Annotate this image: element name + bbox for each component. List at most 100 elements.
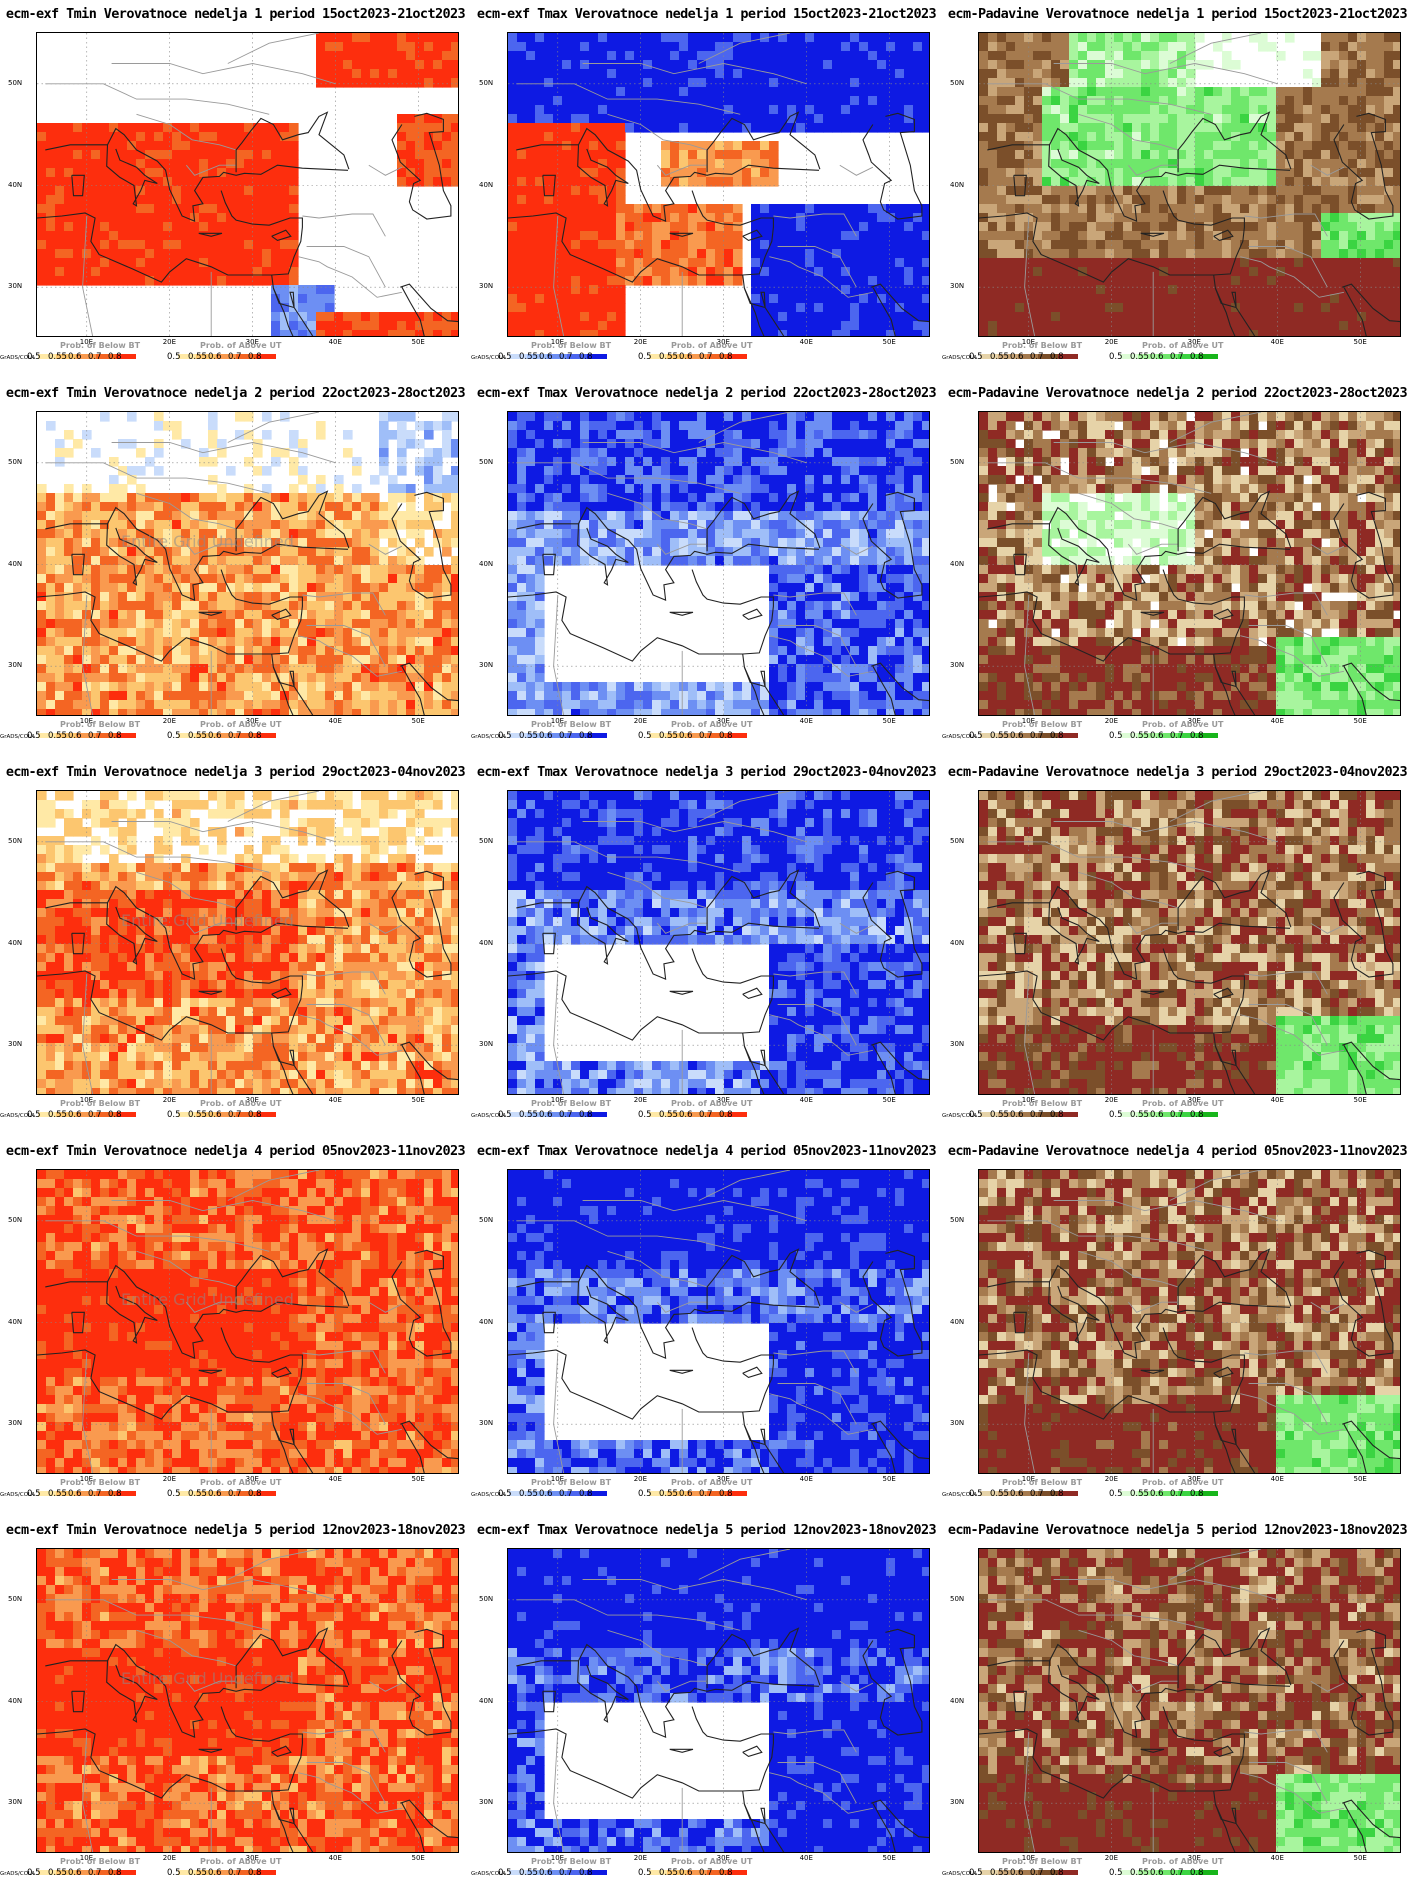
legend-tick: 0.7 [228,352,242,362]
legend-below-colorbar [509,344,607,359]
panel-title: ecm-Padavine Verovatnoce nedelja 5 perio… [942,1522,1413,1538]
probability-map [978,411,1401,716]
legend-above-label: Prob. of Above UT [1142,720,1223,729]
color-legend: GrADS/COLA Prob. of Below BT 0.5 0.55 0.6 0.7… [471,720,942,753]
lon-label: 40E [1271,717,1284,725]
colorbar-swatch [178,1112,196,1117]
legend-tick: 0.6 [1010,352,1024,362]
legend-tick: 0.55 [188,1868,207,1878]
colorbar-swatch [76,733,96,738]
lon-label: 40E [800,338,813,346]
legend-tick: 0.6 [68,731,82,741]
colorbar-swatch [1018,1491,1038,1496]
probability-map [36,32,459,337]
lat-label: 40N [8,181,22,189]
legend-tick: 0.55 [188,1489,207,1499]
legend-tick: 0.7 [1170,1110,1184,1120]
legend-tick: 0.55 [659,352,678,362]
colorbar-swatch [1138,1112,1158,1117]
legend-below-colorbar [980,1481,1078,1496]
colorbar-swatch [1058,1870,1078,1875]
lat-label: 50N [479,79,493,87]
legend-tick: 0.55 [48,731,67,741]
grads-credit: GrADS/COLA [942,734,977,740]
lon-label: 50E [1354,717,1367,725]
colorbar-swatch [547,733,567,738]
legend-tick: 0.6 [208,1110,222,1120]
legend-below-colorbar [509,723,607,738]
legend-tick: 0.7 [1030,1868,1044,1878]
forecast-panel-tmax-week1: ecm-exf Tmax Verovatnoce nedelja 1 perio… [471,0,942,379]
map-canvas [979,791,1400,1094]
colorbar-swatch [527,733,547,738]
legend-tick: 0.8 [1190,1110,1204,1120]
colorbar-swatch [1018,1112,1038,1117]
colorbar-swatch [96,1870,116,1875]
colorbar-swatch [96,1491,116,1496]
map-canvas [508,1170,929,1473]
colorbar-swatch [216,1112,236,1117]
legend-tick: 0.8 [579,731,593,741]
legend-tick: 0.8 [719,352,733,362]
colorbar-swatch [1120,1491,1138,1496]
legend-tick: 0.6 [679,1489,693,1499]
map-canvas [37,1170,458,1473]
panel-title: ecm-exf Tmax Verovatnoce nedelja 5 perio… [471,1522,942,1538]
legend-tick: 0.55 [1130,731,1149,741]
legend-tick: 0.6 [68,1868,82,1878]
lat-label: 50N [479,837,493,845]
legend-tick: 0.5 [969,731,983,741]
colorbar-swatch [527,354,547,359]
legend-tick: 0.6 [539,731,553,741]
legend-tick: 0.55 [519,1110,538,1120]
lon-label: 50E [412,717,425,725]
legend-above-label: Prob. of Above UT [200,1857,281,1866]
lon-label: 20E [1105,338,1118,346]
probability-map [507,32,930,337]
legend-tick: 0.8 [248,731,262,741]
undefined-grid-watermark: Entire Grid Undefined [121,1669,294,1688]
grads-credit: GrADS/COLA [0,355,35,361]
colorbar-swatch [649,354,667,359]
colorbar-swatch [1058,1491,1078,1496]
lat-label: 30N [479,1040,493,1048]
legend-tick: 0.55 [519,731,538,741]
color-legend: GrADS/COLA Prob. of Below BT 0.5 0.55 0.6 0.7… [0,1857,471,1890]
legend-above-colorbar [649,344,747,359]
colorbar-swatch [1138,733,1158,738]
legend-tick: 0.6 [1150,352,1164,362]
colorbar-swatch [567,1112,587,1117]
colorbar-swatch [980,1112,998,1117]
probability-map [978,32,1401,337]
legend-tick: 0.8 [108,1489,122,1499]
legend-below-colorbar [38,1481,136,1496]
legend-tick: 0.8 [108,731,122,741]
map-canvas [508,791,929,1094]
legend-tick: 0.5 [638,731,652,741]
colorbar-swatch [1158,1112,1178,1117]
legend-tick: 0.5 [638,1489,652,1499]
colorbar-swatch [236,1491,256,1496]
lat-label: 50N [8,1595,22,1603]
legend-tick: 0.7 [559,731,573,741]
lon-label: 20E [163,1096,176,1104]
legend-above-colorbar [178,1102,276,1117]
colorbar-swatch [1058,354,1078,359]
legend-tick: 0.5 [27,731,41,741]
colorbar-swatch [727,354,747,359]
legend-tick: 0.7 [559,1868,573,1878]
grads-credit: GrADS/COLA [471,1492,506,1498]
colorbar-swatch [998,1870,1018,1875]
colorbar-swatch [1058,733,1078,738]
legend-above-colorbar [1120,1102,1218,1117]
legend-tick: 0.8 [719,1110,733,1120]
legend-below-colorbar [980,1860,1078,1875]
colorbar-swatch [116,1112,136,1117]
colorbar-swatch [509,354,527,359]
colorbar-swatch [1018,733,1038,738]
colorbar-swatch [527,1491,547,1496]
legend-tick: 0.55 [48,1868,67,1878]
legend-tick: 0.6 [679,731,693,741]
color-legend: GrADS/COLA Prob. of Below BT 0.5 0.55 0.6 0.7… [0,341,471,374]
grads-credit: GrADS/COLA [471,734,506,740]
